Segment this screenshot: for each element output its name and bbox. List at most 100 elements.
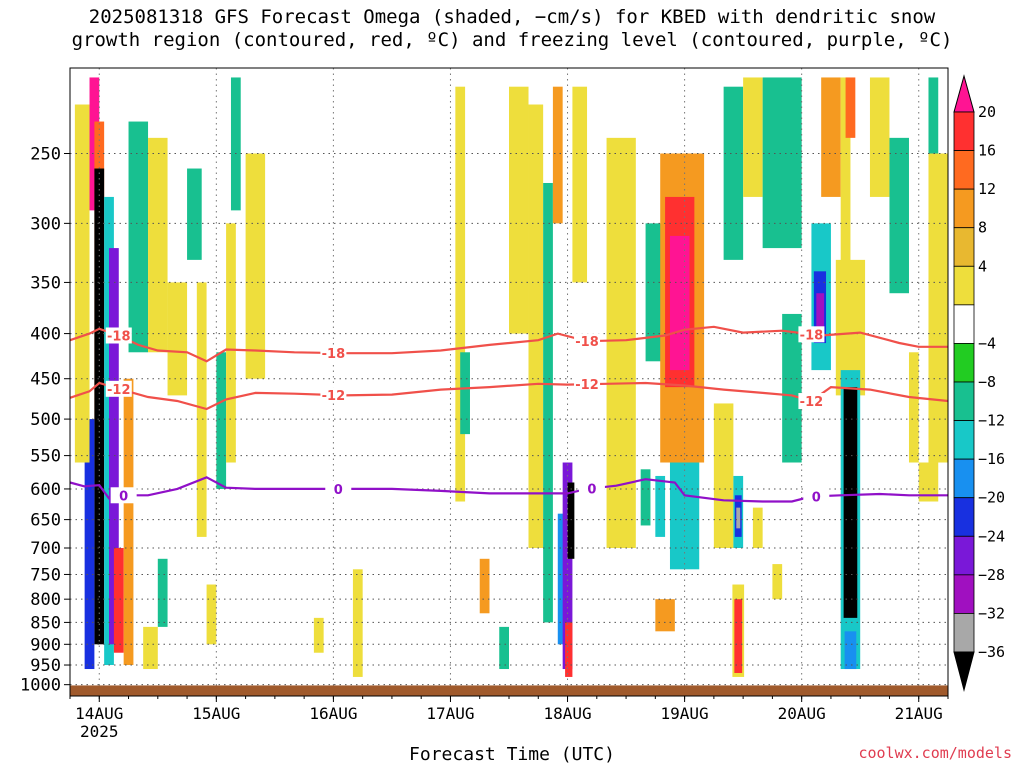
colorbar-label: 4 xyxy=(978,257,987,275)
contour-label: 0 xyxy=(119,489,128,504)
colorbar-top-triangle xyxy=(953,74,975,113)
omega-cell xyxy=(352,569,363,677)
omega-cell xyxy=(928,153,948,463)
contour-label: -18 xyxy=(322,347,346,362)
y-tick-label: 550 xyxy=(30,447,61,467)
omega-cell xyxy=(821,77,841,197)
y-tick-label: 850 xyxy=(30,613,61,633)
colorbar-swatch xyxy=(953,227,975,267)
omega-cell xyxy=(869,77,890,197)
contour-label: -12 xyxy=(322,389,346,404)
chart-title: 2025081318 GFS Forecast Omega (shaded, −… xyxy=(0,6,1024,52)
omega-cell xyxy=(669,462,700,570)
colorbar: 20 16 12 8 4 −4 −8 −12 −16 −20 −24 −28 −32 −36 xyxy=(953,74,1005,692)
omega-cell xyxy=(94,168,105,645)
colorbar-label: 8 xyxy=(978,219,987,237)
colorbar-label: −24 xyxy=(978,527,1005,545)
omega-cell xyxy=(736,507,741,529)
contour-label-bg xyxy=(325,480,352,497)
omega-cell xyxy=(123,378,134,666)
colorbar-label: −32 xyxy=(978,604,1005,622)
omega-cell xyxy=(109,248,119,645)
omega-cell xyxy=(84,419,95,670)
contour-label: -12 xyxy=(575,378,599,393)
y-tick-label: 900 xyxy=(30,635,61,655)
colorbar-label: −8 xyxy=(978,373,996,391)
colorbar-swatch xyxy=(953,304,975,344)
x-tick-label: 15AUG xyxy=(192,704,240,723)
omega-cell xyxy=(734,599,743,674)
x-tick-label: 21AUG xyxy=(895,704,943,723)
x-tick-label: 18AUG xyxy=(543,704,591,723)
omega-cell xyxy=(562,462,573,670)
omega-cell xyxy=(669,235,690,371)
omega-cell xyxy=(743,77,763,197)
omega-cell xyxy=(565,622,573,677)
omega-cell xyxy=(230,77,241,211)
y-tick-label: 750 xyxy=(30,565,61,585)
omega-cell xyxy=(557,513,568,645)
colorbar-label: 20 xyxy=(978,103,996,121)
contour-label-bg xyxy=(105,380,132,397)
omega-cell xyxy=(157,558,168,627)
omega-cell xyxy=(889,137,909,294)
omega-cell xyxy=(167,282,188,396)
y-tick-label: 450 xyxy=(30,370,61,390)
y-tick-label: 500 xyxy=(30,410,61,430)
colorbar-swatch xyxy=(953,458,975,499)
y-tick-label: 700 xyxy=(30,539,61,559)
omega-cell xyxy=(844,631,857,670)
omega-cell xyxy=(455,86,466,502)
colorbar-label: −20 xyxy=(978,489,1005,507)
colorbar-swatch xyxy=(953,574,975,614)
contour-label-bg xyxy=(803,488,830,505)
colorbar-swatch xyxy=(953,535,975,576)
credit-text: coolwx.com/models xyxy=(858,744,1012,762)
contour-lines: -18 -18 -18 -18 -12 -12 -12 -12 0 0 0 0 xyxy=(69,325,949,505)
contour-label: 0 xyxy=(812,490,821,505)
colorbar-bottom-triangle xyxy=(953,651,975,692)
omega-cell xyxy=(640,469,651,526)
colorbar-swatch xyxy=(953,265,975,306)
y-tick-label: 650 xyxy=(30,511,61,531)
omega-cell xyxy=(723,86,744,260)
contour-label-bg xyxy=(320,345,347,362)
colorbar-swatch xyxy=(953,111,975,151)
colorbar-swatch xyxy=(953,420,975,460)
colorbar-swatch xyxy=(953,150,975,190)
omega-cell xyxy=(567,482,575,559)
y-tick-label: 350 xyxy=(30,273,61,293)
omega-cell xyxy=(313,617,324,653)
omega-cell xyxy=(606,137,636,549)
omega-cell xyxy=(196,282,207,537)
x-tick-label: 16AUG xyxy=(309,704,357,723)
colorbar-swatch xyxy=(953,381,975,421)
colorbar-swatch xyxy=(953,343,975,383)
omega-cell xyxy=(845,77,856,138)
x-tick-label: 17AUG xyxy=(426,704,474,723)
contour-label-bg xyxy=(578,480,605,497)
contour-label: 0 xyxy=(587,482,596,497)
x-tick-label: 19AUG xyxy=(661,704,709,723)
omega-cell xyxy=(143,626,158,670)
colorbar-swatch xyxy=(953,188,975,229)
colorbar-label: −28 xyxy=(978,566,1005,584)
colorbar-label: 12 xyxy=(978,180,996,198)
contour-label: -12 xyxy=(107,383,131,398)
omega-cell xyxy=(245,153,266,379)
contour-label-bg xyxy=(320,387,347,404)
contour-label-bg xyxy=(110,487,137,504)
omega-cell xyxy=(840,77,851,353)
omega-cell xyxy=(206,584,217,645)
omega-cell xyxy=(918,462,939,502)
omega-cell xyxy=(543,182,553,623)
omega-cell xyxy=(113,548,124,653)
contour-label-bg xyxy=(574,376,601,393)
omega-cell xyxy=(499,626,509,670)
omega-cell xyxy=(460,352,470,435)
y-tick-label: 400 xyxy=(30,325,61,345)
x-tick-sublabel: 2025 xyxy=(80,722,119,741)
y-tick-label: 800 xyxy=(30,590,61,610)
omega-cell xyxy=(148,137,168,353)
